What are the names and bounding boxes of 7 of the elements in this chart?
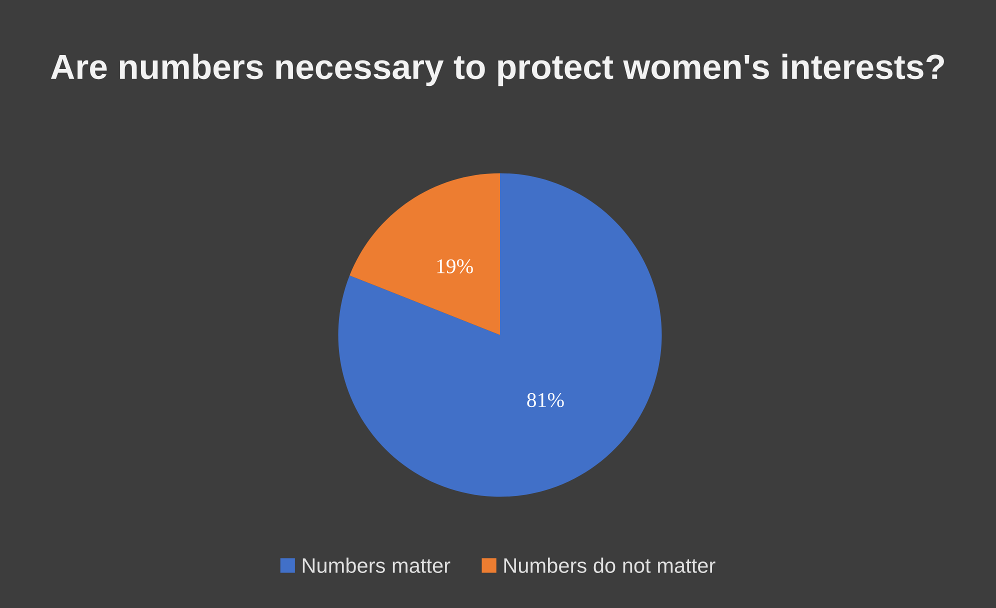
legend-label: Numbers do not matter xyxy=(504,558,716,573)
data-label: 81% xyxy=(527,393,564,408)
data-label: 19% xyxy=(437,259,473,274)
chart-title: Are numbers necessary to protect women's interests? xyxy=(50,54,944,86)
pie-slice xyxy=(338,173,662,497)
legend-label: Numbers matter xyxy=(302,558,450,573)
pie-slice xyxy=(350,173,500,335)
